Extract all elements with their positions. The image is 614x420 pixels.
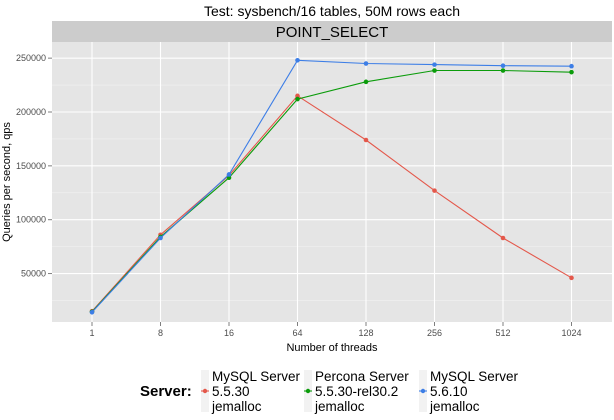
facet-strip bbox=[52, 21, 612, 42]
x-tick-label: 512 bbox=[495, 328, 510, 338]
legend: Server: MySQL Server5.5.30jemallocPercon… bbox=[140, 369, 519, 414]
data-point bbox=[569, 63, 574, 69]
y-tick-label: 100000 bbox=[16, 215, 46, 225]
data-point bbox=[569, 275, 574, 281]
data-point bbox=[432, 62, 437, 67]
data-point bbox=[226, 172, 232, 177]
legend-key-point bbox=[202, 388, 208, 394]
y-tick-label: 250000 bbox=[16, 53, 46, 63]
y-tick-label: 150000 bbox=[16, 161, 46, 171]
y-axis-title: Queries per second, qps bbox=[1, 122, 13, 242]
grid bbox=[52, 42, 612, 322]
data-point bbox=[363, 137, 369, 143]
x-axis-title: Number of threads bbox=[286, 342, 378, 354]
legend-label-line: jemalloc bbox=[429, 399, 480, 414]
data-point bbox=[432, 68, 437, 73]
legend-key-point bbox=[305, 388, 311, 394]
legend-label-line: 5.5.30-rel30.2 bbox=[315, 384, 398, 399]
series-line bbox=[91, 95, 572, 312]
series-3 bbox=[89, 58, 574, 315]
data-point bbox=[226, 175, 232, 180]
data-point bbox=[500, 68, 506, 73]
data-point bbox=[569, 69, 574, 75]
data-point bbox=[500, 235, 506, 241]
legend-label-line: MySQL Server bbox=[212, 369, 301, 384]
legend-label-line: MySQL Server bbox=[430, 369, 519, 384]
data-point bbox=[363, 79, 369, 85]
data-point bbox=[158, 235, 163, 241]
y-axis: 50000 100000 150000 200000 250000 bbox=[16, 53, 52, 279]
facet-label: POINT_SELECT bbox=[276, 24, 389, 41]
data-point bbox=[500, 63, 506, 68]
y-tick-label: 50000 bbox=[21, 269, 46, 279]
x-tick-label: 8 bbox=[158, 328, 163, 338]
data-point bbox=[295, 93, 300, 99]
x-tick-label: 128 bbox=[358, 328, 373, 338]
x-axis: 1 8 16 64 128 256 512 1024 bbox=[89, 322, 582, 338]
legend-title: Server: bbox=[140, 383, 192, 400]
data-point bbox=[363, 61, 369, 66]
chart-title: Test: sysbench/16 tables, 50M rows each bbox=[204, 3, 460, 19]
legend-label-line: 5.5.30 bbox=[212, 384, 250, 399]
data-point bbox=[432, 188, 437, 193]
series-layer bbox=[89, 58, 574, 315]
series-line bbox=[91, 59, 572, 313]
data-point bbox=[295, 96, 300, 102]
legend-label-line: 5.6.10 bbox=[430, 384, 468, 399]
x-tick-label: 16 bbox=[224, 328, 234, 338]
x-tick-label: 256 bbox=[427, 328, 442, 338]
data-point bbox=[295, 58, 300, 63]
x-tick-label: 1 bbox=[89, 328, 94, 338]
plot-panel bbox=[52, 42, 612, 322]
x-tick-label: 64 bbox=[292, 328, 302, 338]
y-tick-label: 200000 bbox=[16, 107, 46, 117]
legend-label-line: jemalloc bbox=[211, 399, 262, 414]
x-tick-label: 1024 bbox=[561, 328, 581, 338]
legend-label-line: jemalloc bbox=[314, 399, 365, 414]
legend-label-line: Percona Server bbox=[315, 369, 409, 384]
legend-key-point bbox=[420, 388, 426, 394]
data-point bbox=[89, 310, 95, 315]
